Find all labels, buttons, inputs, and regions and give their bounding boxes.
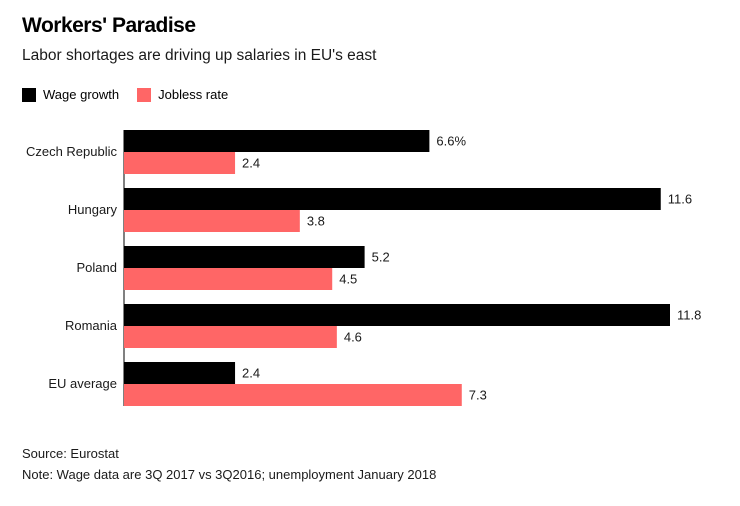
- category-label-romania: Romania: [65, 318, 118, 333]
- chart-subtitle: Labor shortages are driving up salaries …: [22, 47, 377, 64]
- legend-item-jobless-rate: Jobless rate: [137, 87, 228, 102]
- bar-jobless-rate-poland: [124, 268, 333, 290]
- bar-wage-growth-poland: [124, 246, 365, 268]
- bar-jobless-rate-romania: [124, 326, 337, 348]
- data-label-wage-growth-czech-republic: 6.6%: [436, 134, 466, 149]
- category-label-poland: Poland: [77, 260, 117, 275]
- data-label-wage-growth-romania: 11.8: [677, 308, 701, 323]
- legend-label-wage-growth: Wage growth: [43, 87, 120, 102]
- bar-jobless-rate-czech-republic: [124, 152, 236, 174]
- data-label-jobless-rate-romania: 4.6: [344, 330, 362, 345]
- bar-wage-growth-romania: [124, 304, 670, 326]
- data-label-jobless-rate-czech-republic: 2.4: [242, 156, 260, 171]
- data-note: Note: Wage data are 3Q 2017 vs 3Q2016; u…: [22, 467, 437, 482]
- category-label-czech-republic: Czech Republic: [26, 144, 118, 159]
- data-label-wage-growth-eu-average: 2.4: [242, 366, 260, 381]
- data-label-wage-growth-hungary: 11.6: [668, 192, 692, 207]
- bar-wage-growth-czech-republic: [124, 130, 430, 152]
- bar-jobless-rate-eu-average: [124, 384, 462, 406]
- data-label-jobless-rate-poland: 4.5: [339, 272, 357, 287]
- data-label-jobless-rate-hungary: 3.8: [307, 214, 325, 229]
- source-note: Source: Eurostat: [22, 446, 119, 461]
- legend-item-wage-growth: Wage growth: [22, 87, 119, 102]
- category-label-eu-average: EU average: [48, 376, 117, 391]
- legend-label-jobless-rate: Jobless rate: [158, 87, 229, 102]
- chart-title: Workers' Paradise: [22, 14, 196, 37]
- data-label-jobless-rate-eu-average: 7.3: [469, 388, 487, 403]
- legend-swatch-jobless-rate: [137, 87, 152, 102]
- data-label-wage-growth-poland: 5.2: [372, 250, 390, 265]
- legend-swatch-wage-growth: [22, 87, 36, 102]
- bar-jobless-rate-hungary: [124, 210, 300, 232]
- bar-wage-growth-eu-average: [124, 362, 236, 384]
- bar-wage-growth-hungary: [124, 188, 661, 210]
- category-label-hungary: Hungary: [68, 202, 118, 217]
- bar-chart: Czech Republic 6.6% 2.4 Hungary 11.6 3.8 Polan…: [26, 130, 701, 406]
- legend: Wage growth Jobless rate: [22, 87, 246, 102]
